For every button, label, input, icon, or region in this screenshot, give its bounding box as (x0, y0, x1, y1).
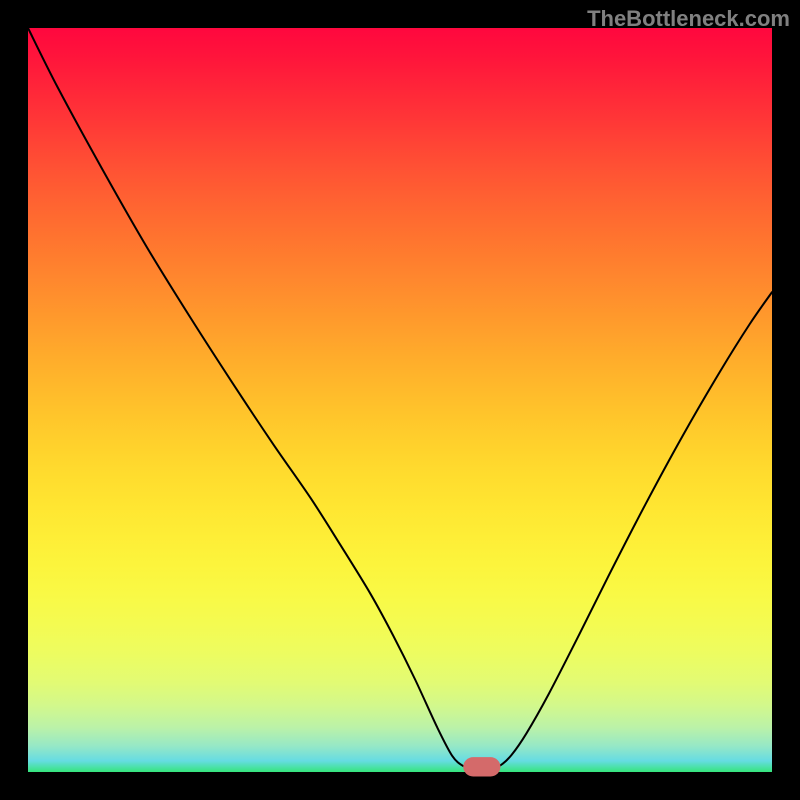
optimal-point-marker (463, 757, 500, 776)
chart-svg (0, 0, 800, 800)
chart-plot-area (28, 28, 772, 772)
bottleneck-chart: TheBottleneck.com (0, 0, 800, 800)
watermark-label: TheBottleneck.com (587, 6, 790, 32)
